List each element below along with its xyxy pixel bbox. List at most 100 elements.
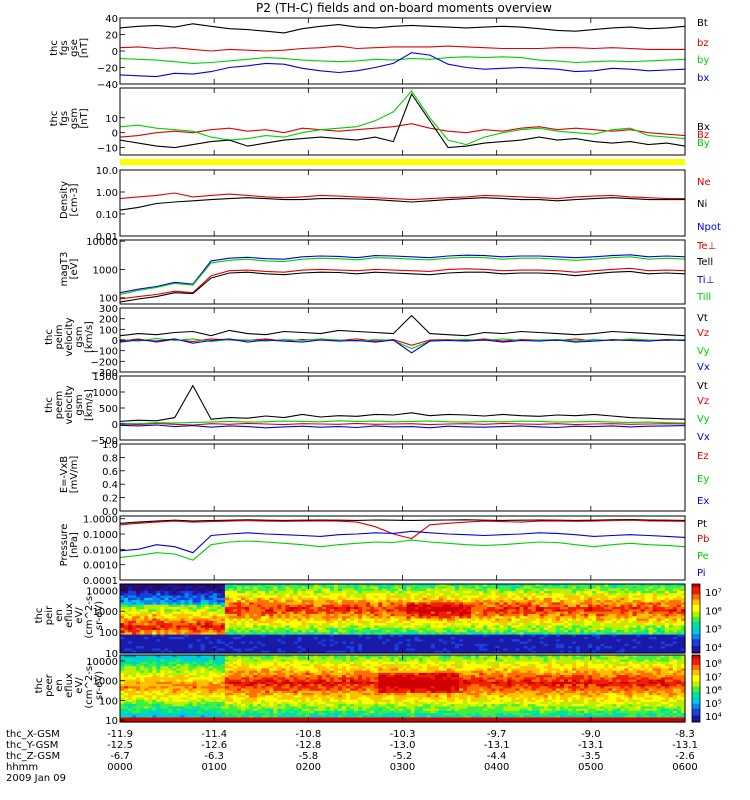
y-tick-label: 0.2 <box>102 494 118 505</box>
y-tick-label: 100 <box>99 325 118 336</box>
y-tick-label: 1500 <box>93 372 118 383</box>
y-axis-label: (cm^2-s- <box>84 662 95 709</box>
series-line-Vy <box>119 337 686 350</box>
y-axis-label: eflux <box>64 673 75 698</box>
y-axis-label: thc <box>44 397 55 413</box>
mode-bar <box>120 159 685 165</box>
y-axis-label: en <box>54 679 65 692</box>
y-tick-label: 0.10 <box>96 210 118 221</box>
y-tick-label: 0.6 <box>102 467 118 478</box>
y-axis-label: velocity <box>64 385 75 424</box>
y-tick-label: 100 <box>99 628 118 639</box>
y-axis-label: eV/ <box>74 607 85 624</box>
x-axis-row-label: thc_Y-GSM <box>6 740 58 751</box>
y-axis-label: sr-eV) <box>94 601 105 630</box>
panel-frame <box>119 239 686 305</box>
y-axis-label: fgs <box>59 40 70 55</box>
y-axis-label: [km/s] <box>84 389 95 421</box>
x-tick-label: 0300 <box>390 762 415 773</box>
series-line-Pb <box>119 519 686 540</box>
x-tick-label: -9.0 <box>581 729 601 740</box>
y-tick-label: 1000 <box>93 607 118 618</box>
x-tick-label: -5.8 <box>299 751 319 762</box>
y-axis-label: [km/s] <box>84 321 95 353</box>
y-tick-label: −10 <box>97 144 118 155</box>
y-tick-label: 0.4 <box>102 480 118 491</box>
y-axis-label: peer <box>44 673 55 697</box>
y-axis-label: gsm <box>74 326 85 347</box>
y-axis-label: [eV] <box>69 259 80 280</box>
panel-fgs_gse: thc fgs gse [nT] Bt bz by bx 40 20 0 −20 −40 <box>49 14 709 91</box>
legend-Vz: Vz <box>697 328 709 339</box>
legend-bx: bx <box>697 73 709 84</box>
x-tick-label: -8.3 <box>675 729 695 740</box>
colorbar: 10⁷ 10⁶ 10⁵ 10⁴ <box>691 583 722 654</box>
x-tick-label: -11.4 <box>201 729 227 740</box>
x-tick-label: -12.8 <box>295 740 321 751</box>
y-tick-label: 10000 <box>86 586 118 597</box>
y-tick-label: −200 <box>91 357 118 368</box>
x-tick-label: -12.6 <box>201 740 227 751</box>
y-axis-label: gsm <box>69 108 80 129</box>
x-axis-footer: thc_X-GSM -11.9 -11.4 -10.8 -10.3 -9.7 -9.0 -8.… <box>6 729 698 784</box>
colorbar-tick-label: 10⁴ <box>705 643 722 654</box>
x-tick-label: -9.7 <box>487 729 507 740</box>
y-axis-label: [cm-3] <box>69 183 80 216</box>
series-line-Ne <box>119 192 685 201</box>
y-axis-label: [nPa] <box>69 532 80 558</box>
series-line-bx <box>119 52 686 78</box>
legend-Till: Till <box>696 292 711 303</box>
series-line-Bz <box>119 123 686 138</box>
legend-Ni: Ni <box>697 199 707 210</box>
colorbar-tick-label: 10⁵ <box>705 699 722 710</box>
x-tick-label: -13.1 <box>672 740 698 751</box>
series-line-Bx <box>119 92 686 149</box>
panel-peer_eflux: thc peer en eflux eV/(cm^2-s-sr-eV) 10⁸ 10⁷ 10⁶… <box>34 654 722 727</box>
y-tick-label: 10.0 <box>96 166 118 177</box>
y-tick-label: 100 <box>99 294 118 305</box>
legend-By: By <box>697 138 710 149</box>
colorbar-tick-label: 10⁶ <box>705 686 722 697</box>
x-tick-label: 0000 <box>107 762 132 773</box>
y-tick-label: 200 <box>99 315 118 326</box>
y-tick-label: 0 <box>112 336 118 347</box>
y-axis-label: (cm^2-s- <box>84 592 95 639</box>
series-line-Vx <box>119 338 686 354</box>
colorbar-tick-label: 10⁶ <box>705 606 722 617</box>
y-axis-label: [nT] <box>79 38 90 58</box>
y-tick-label: −40 <box>97 80 118 91</box>
y-axis-label: thc <box>49 111 60 127</box>
series-line-By <box>119 90 686 146</box>
series-line-Ti⊥ <box>119 254 686 294</box>
y-axis-label: E=-VxB <box>59 456 70 493</box>
series-line-Vt <box>119 314 686 337</box>
legend-by: by <box>697 55 709 66</box>
legend-Vy: Vy <box>697 346 710 357</box>
y-tick-label: 0 <box>112 129 118 140</box>
x-tick-label: -2.6 <box>675 751 695 762</box>
x-tick-label: -10.3 <box>390 729 416 740</box>
x-tick-label: -4.4 <box>487 751 507 762</box>
x-tick-label: -13.0 <box>390 740 416 751</box>
legend-Ex: Ex <box>697 496 709 507</box>
colorbar: 10⁸ 10⁷ 10⁶ 10⁵ 10⁴ <box>691 654 722 723</box>
panel-temp: magT3 [eV] Te⊥ Tell Ti⊥ Till 10000 1000 100 <box>59 237 716 305</box>
y-tick-label: 1.00 <box>96 188 118 199</box>
x-axis-row-label: thc_X-GSM <box>6 729 60 740</box>
panel-frame <box>119 443 686 512</box>
series-line-Pi <box>119 530 686 554</box>
y-tick-label: 1000 <box>93 677 118 688</box>
y-tick-label: 0.1000 <box>83 530 118 541</box>
legend-Ti⊥: Ti⊥ <box>696 275 714 286</box>
y-axis-label: en <box>54 609 65 622</box>
series-line-Vt <box>119 384 686 422</box>
x-tick-label: -3.5 <box>581 751 601 762</box>
y-tick-label: 0.0100 <box>83 545 118 556</box>
series-line-Vz <box>119 422 686 426</box>
panel-peem_vel: thc peem velocity gsm [km/s] Vt Vz Vy Vx 1500 1000… <box>44 372 710 447</box>
x-tick-label: -6.3 <box>204 751 224 762</box>
x-tick-label: -10.8 <box>295 729 321 740</box>
